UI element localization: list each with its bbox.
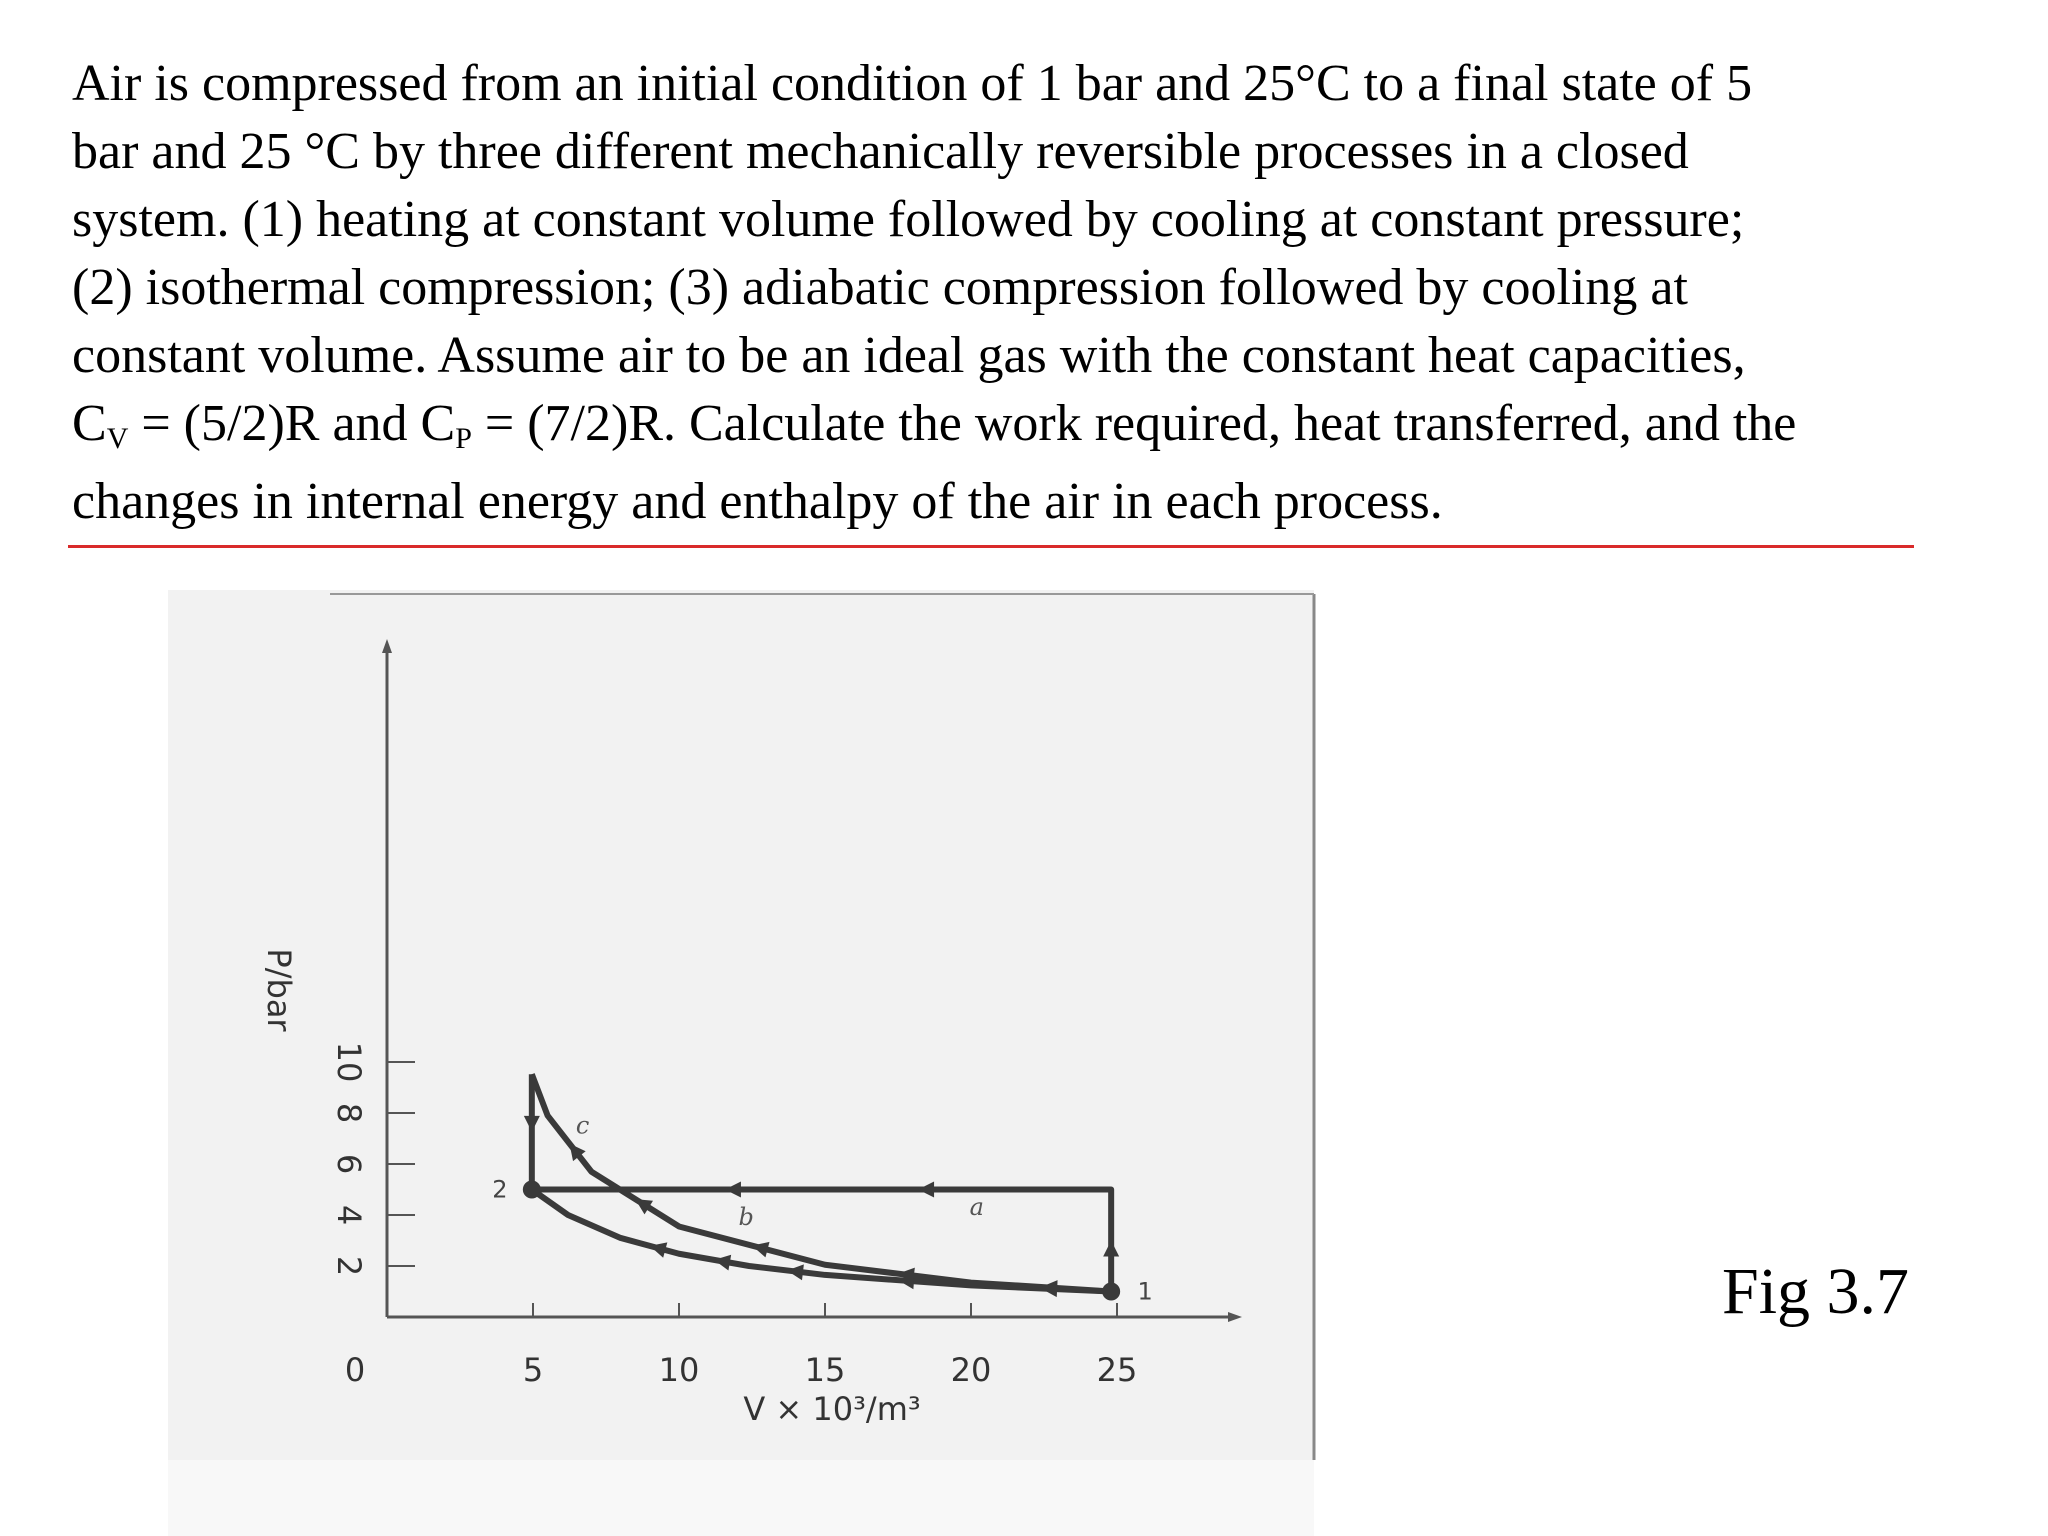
problem-line-6-text-c: = (7/2)R. Calculate the work required, h… <box>471 395 1797 452</box>
problem-line-6: CV = (5/2)R and CP = (7/2)R. Calculate t… <box>72 390 1992 458</box>
y-tick-label: 4 <box>330 1205 368 1225</box>
direction-arrow <box>918 1181 935 1198</box>
state-point-label: 2 <box>492 1176 507 1204</box>
figure-scan-background <box>168 590 1314 1460</box>
direction-arrow <box>1103 1240 1120 1257</box>
cp-subscript: P <box>455 422 472 455</box>
figure-label: Fig 3.7 <box>1722 1255 1910 1328</box>
path-label: c <box>576 1111 589 1139</box>
state-point <box>522 1180 541 1199</box>
cv-subscript: V <box>106 422 129 455</box>
y-tick-label: 6 <box>330 1154 368 1174</box>
path-label: a <box>970 1193 984 1221</box>
x-tick-label: 10 <box>659 1351 700 1389</box>
y-tick-label: 10 <box>330 1042 368 1083</box>
y-axis-label: P/bar <box>260 948 298 1032</box>
problem-line-4: (2) isothermal compression; (3) adiabati… <box>72 259 1688 316</box>
x-tick-label: 5 <box>523 1351 543 1389</box>
axes <box>382 639 1242 1322</box>
direction-arrow <box>635 1199 654 1215</box>
x-tick-label: 20 <box>951 1351 992 1389</box>
x-axis-label: V × 10³/m³ <box>743 1390 920 1428</box>
direction-arrow <box>523 1115 540 1132</box>
labels-layer: 0 5 10 15 20 25 2 4 6 8 10 V × 10³/m³ P/bar 1 2 a b c <box>260 948 1153 1428</box>
state-point <box>1102 1282 1121 1301</box>
series-layer <box>522 1073 1121 1301</box>
direction-arrow <box>787 1264 804 1281</box>
y-tick-label: 2 <box>330 1256 368 1276</box>
problem-line-6-text-b: = (5/2)R and C <box>128 395 456 452</box>
direction-arrow <box>724 1181 741 1198</box>
direction-arrow <box>898 1267 915 1284</box>
direction-arrow <box>649 1242 668 1258</box>
problem-line-1: Air is compressed from an initial condit… <box>72 55 1753 112</box>
red-divider <box>68 545 1914 548</box>
x-tick-label: 15 <box>805 1351 846 1389</box>
tick-marks <box>387 1061 1118 1317</box>
x-tick-label: 25 <box>1097 1351 1138 1389</box>
problem-line-2: bar and 25 °C by three different mechani… <box>72 123 1689 180</box>
series-path-b <box>530 1187 1112 1295</box>
direction-arrow <box>752 1241 770 1258</box>
problem-line-7: changes in internal energy and enthalpy … <box>72 473 1443 530</box>
series-path-c <box>529 1073 1112 1295</box>
problem-line-5: constant volume. Assume air to be an ide… <box>72 327 1746 384</box>
figure-scan-bottom <box>168 1460 1314 1536</box>
problem-line-3: system. (1) heating at constant volume f… <box>72 191 1745 248</box>
direction-arrow <box>1041 1280 1058 1297</box>
x-tick-label: 0 <box>345 1351 365 1389</box>
cv-symbol: C <box>72 395 107 452</box>
direction-arrow <box>569 1143 586 1162</box>
state-point-label: 1 <box>1138 1278 1153 1306</box>
problem-statement: Air is compressed from an initial condit… <box>72 50 1992 536</box>
direction-arrow <box>714 1254 732 1271</box>
path-label: b <box>738 1203 753 1231</box>
y-tick-label: 8 <box>330 1103 368 1123</box>
